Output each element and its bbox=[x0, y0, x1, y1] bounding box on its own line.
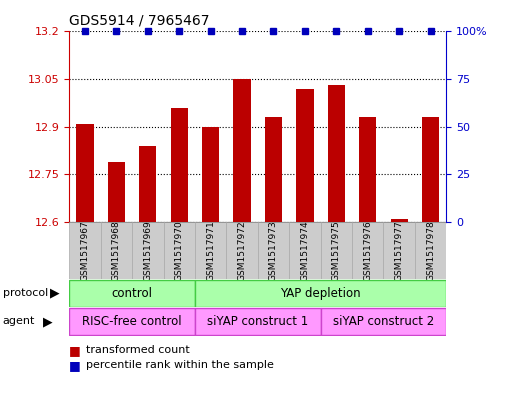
Bar bbox=[321, 308, 446, 335]
Bar bbox=[297, 88, 313, 222]
Bar bbox=[132, 222, 164, 279]
Bar bbox=[328, 85, 345, 222]
Bar bbox=[202, 127, 219, 222]
Text: ▶: ▶ bbox=[43, 315, 52, 328]
Bar bbox=[415, 222, 446, 279]
Bar bbox=[422, 117, 439, 222]
Text: transformed count: transformed count bbox=[86, 345, 189, 355]
Bar bbox=[321, 222, 352, 279]
Bar bbox=[359, 117, 377, 222]
Bar bbox=[258, 222, 289, 279]
Text: GSM1517969: GSM1517969 bbox=[143, 220, 152, 281]
Text: GSM1517967: GSM1517967 bbox=[81, 220, 89, 281]
Text: percentile rank within the sample: percentile rank within the sample bbox=[86, 360, 273, 370]
Text: ■: ■ bbox=[69, 358, 85, 372]
Text: YAP depletion: YAP depletion bbox=[280, 286, 361, 300]
Bar bbox=[195, 222, 226, 279]
Bar bbox=[390, 219, 408, 222]
Text: GSM1517975: GSM1517975 bbox=[332, 220, 341, 281]
Bar bbox=[195, 308, 321, 335]
Text: GSM1517968: GSM1517968 bbox=[112, 220, 121, 281]
Text: GSM1517976: GSM1517976 bbox=[363, 220, 372, 281]
Bar bbox=[195, 279, 446, 307]
Bar bbox=[69, 222, 101, 279]
Text: siYAP construct 2: siYAP construct 2 bbox=[333, 315, 434, 328]
Text: siYAP construct 1: siYAP construct 1 bbox=[207, 315, 308, 328]
Text: control: control bbox=[112, 286, 152, 300]
Text: GSM1517977: GSM1517977 bbox=[394, 220, 404, 281]
Text: protocol: protocol bbox=[3, 288, 48, 298]
Text: ▶: ▶ bbox=[50, 286, 60, 300]
Text: GDS5914 / 7965467: GDS5914 / 7965467 bbox=[69, 13, 210, 28]
Bar bbox=[108, 162, 125, 222]
Bar bbox=[69, 279, 195, 307]
Bar bbox=[289, 222, 321, 279]
Bar bbox=[164, 222, 195, 279]
Text: RISC-free control: RISC-free control bbox=[82, 315, 182, 328]
Bar bbox=[76, 123, 93, 222]
Bar bbox=[383, 222, 415, 279]
Bar bbox=[101, 222, 132, 279]
Bar bbox=[233, 79, 251, 222]
Text: agent: agent bbox=[3, 316, 35, 327]
Bar bbox=[171, 108, 188, 222]
Text: GSM1517970: GSM1517970 bbox=[175, 220, 184, 281]
Text: GSM1517972: GSM1517972 bbox=[238, 220, 247, 281]
Text: GSM1517978: GSM1517978 bbox=[426, 220, 435, 281]
Text: ■: ■ bbox=[69, 343, 85, 357]
Bar bbox=[352, 222, 383, 279]
Text: GSM1517973: GSM1517973 bbox=[269, 220, 278, 281]
Bar bbox=[265, 117, 282, 222]
Bar bbox=[139, 146, 156, 222]
Bar bbox=[226, 222, 258, 279]
Bar bbox=[69, 308, 195, 335]
Text: GSM1517971: GSM1517971 bbox=[206, 220, 215, 281]
Text: GSM1517974: GSM1517974 bbox=[301, 220, 309, 281]
